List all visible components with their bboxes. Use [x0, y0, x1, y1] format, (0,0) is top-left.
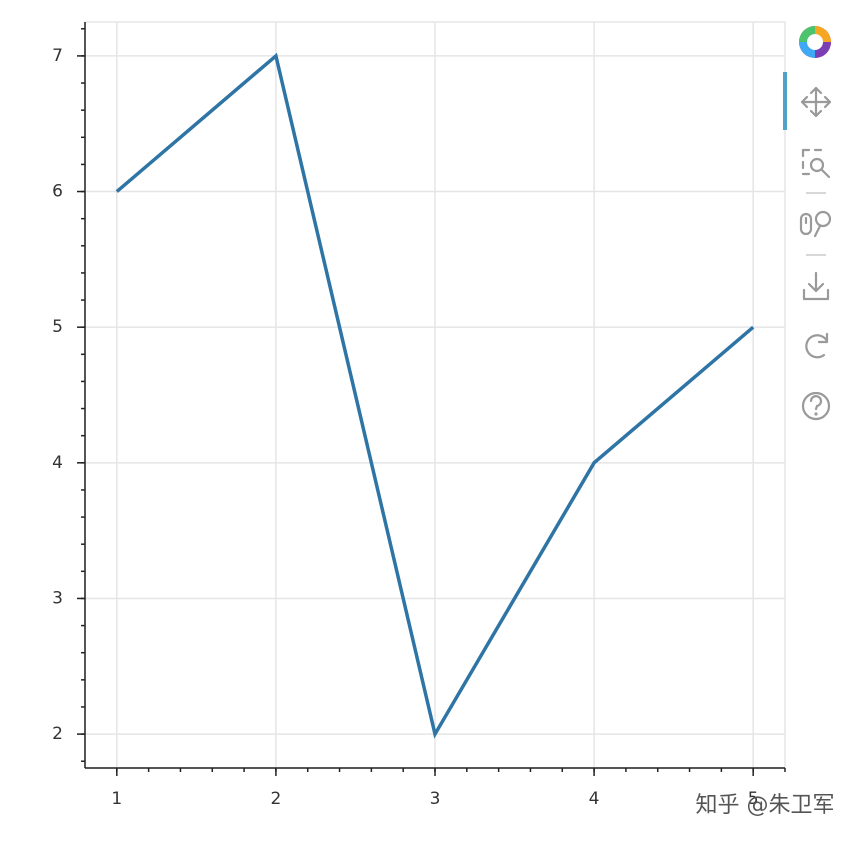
help-mark: [809, 395, 823, 411]
y-tick-label: 5: [52, 317, 63, 337]
active-tool-indicator: [783, 72, 787, 130]
wheel-zoom-tool[interactable]: [799, 210, 832, 238]
toolbar: [783, 26, 832, 421]
x-tick-label: 2: [270, 789, 281, 809]
y-tick-label: 7: [52, 46, 63, 66]
x-tick-label: 4: [589, 789, 600, 809]
box-zoom-tool[interactable]: [801, 148, 831, 179]
help-circle: [801, 391, 831, 421]
plot: 1 2 3 4 5 2 3 4 5 6 7: [52, 21, 786, 809]
x-tick-label: 5: [748, 789, 759, 809]
y-tick-label: 3: [52, 588, 63, 608]
help-tool[interactable]: [801, 391, 831, 421]
watermark: 知乎 @朱卫军: [696, 793, 835, 818]
save-tool[interactable]: [802, 271, 830, 301]
y-tick-label: 4: [52, 453, 63, 473]
help-dot: [814, 412, 818, 416]
toolbar-divider: [806, 192, 826, 256]
x-tick-label: 3: [430, 789, 441, 809]
y-tick-label: 2: [52, 724, 63, 744]
reset-tool[interactable]: [805, 332, 829, 359]
y-tick-label: 6: [52, 182, 63, 202]
x-tick-label: 1: [111, 789, 122, 809]
bokeh-logo[interactable]: [799, 26, 831, 58]
line-series: [115, 52, 755, 739]
logo-center: [807, 34, 823, 50]
pan-tool[interactable]: [800, 86, 832, 118]
